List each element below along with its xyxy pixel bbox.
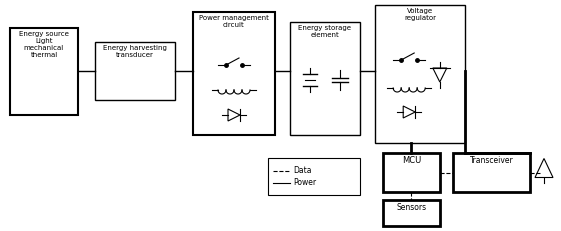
Text: Transceiver: Transceiver [470,156,513,165]
Text: Energy harvesting
transducer: Energy harvesting transducer [103,45,167,58]
Bar [193,12,275,135]
Bar [453,153,530,192]
Text: Energy source
Light
mechanical
thermal: Energy source Light mechanical thermal [19,31,69,58]
Bar [268,158,360,195]
Bar [375,5,465,143]
Text: Voltage
regulator: Voltage regulator [404,8,436,21]
Bar [10,28,78,115]
Text: Power: Power [293,178,316,187]
Bar [383,153,440,192]
Text: Data: Data [293,166,311,175]
Text: Energy storage
element: Energy storage element [298,25,352,38]
Bar [95,42,175,100]
Text: Power management
circuit: Power management circuit [199,15,269,28]
Text: Sensors: Sensors [397,203,426,212]
Text: MCU: MCU [402,156,421,165]
Bar [383,200,440,226]
Bar [290,22,360,135]
